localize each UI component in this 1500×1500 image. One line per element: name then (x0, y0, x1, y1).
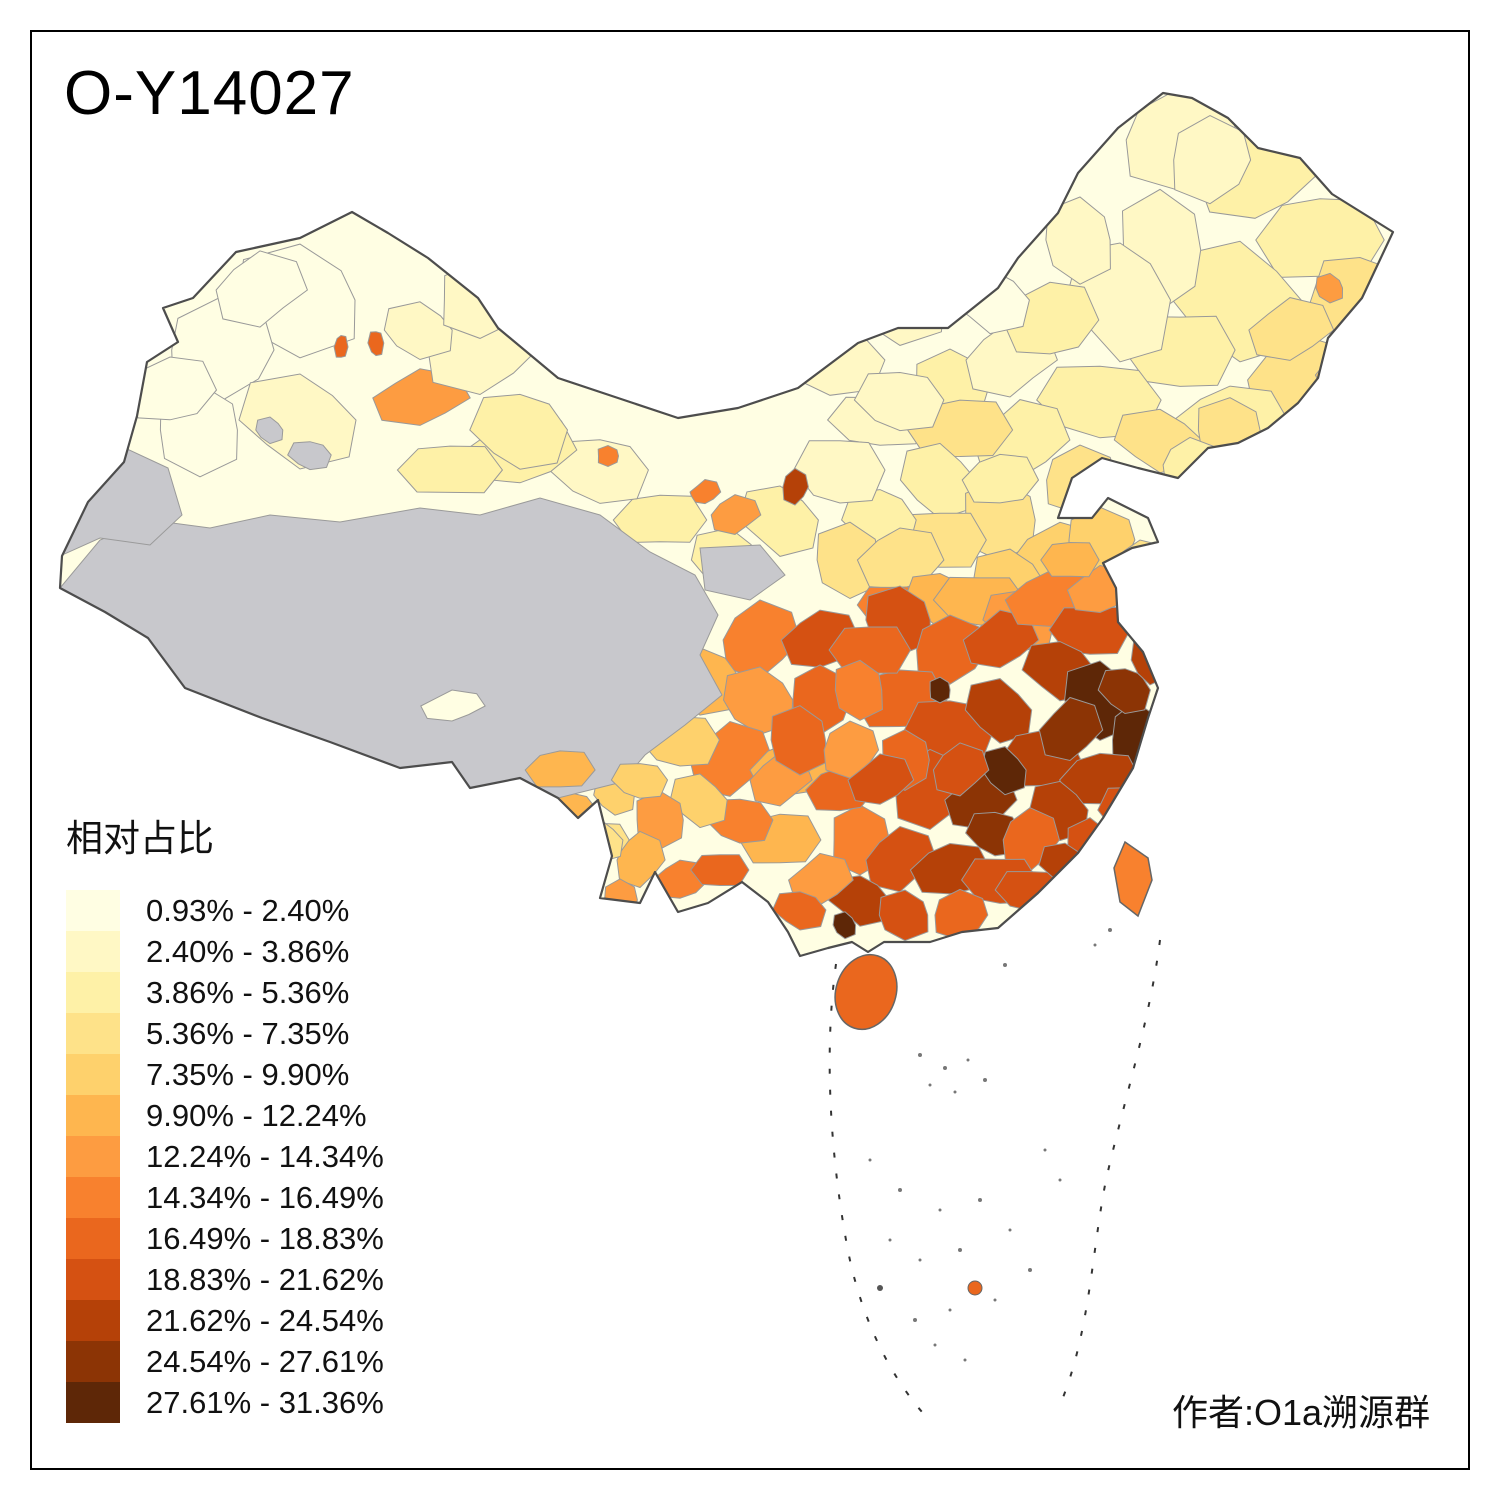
islet (877, 1285, 883, 1291)
no-data-region (60, 416, 786, 799)
legend-item: 24.54% - 27.61% (66, 1341, 384, 1382)
national-border (58, 91, 1395, 958)
legend-label: 0.93% - 2.40% (146, 892, 350, 928)
map-title: O-Y14027 (64, 59, 355, 128)
legend-label: 21.62% - 24.54% (146, 1302, 384, 1338)
legend-items: 0.93% - 2.40% 2.40% - 3.86% 3.86% - 5.36% 5… (66, 890, 384, 1423)
legend-item: 0.93% - 2.40% (66, 890, 384, 931)
legend-item: 18.83% - 21.62% (66, 1259, 384, 1300)
legend-item: 27.61% - 31.36% (66, 1382, 384, 1423)
legend-label: 12.24% - 14.34% (146, 1138, 384, 1174)
legend-label: 5.36% - 7.35% (146, 1015, 350, 1051)
legend-swatch (66, 890, 120, 931)
legend-label: 24.54% - 27.61% (146, 1343, 384, 1379)
legend-swatch (66, 1341, 120, 1382)
legend-label: 9.90% - 12.24% (146, 1097, 367, 1133)
legend-item: 16.49% - 18.83% (66, 1218, 384, 1259)
legend-item: 7.35% - 9.90% (66, 1054, 384, 1095)
colored-islet (967, 1280, 983, 1296)
attribution: 作者:O1a溯源群 (1171, 1392, 1430, 1433)
legend-label: 27.61% - 31.36% (146, 1384, 384, 1420)
legend-swatch (66, 1136, 120, 1177)
legend-item: 21.62% - 24.54% (66, 1300, 384, 1341)
legend-swatch (66, 1300, 120, 1341)
legend-label: 2.40% - 3.86% (146, 933, 350, 969)
legend-title: 相对占比 (66, 818, 214, 859)
legend-swatch (66, 1013, 120, 1054)
legend-label: 16.49% - 18.83% (146, 1220, 384, 1256)
taiwan-island (1113, 840, 1153, 918)
legend-item: 14.34% - 16.49% (66, 1177, 384, 1218)
hainan-island (834, 953, 898, 1031)
legend-label: 3.86% - 5.36% (146, 974, 350, 1010)
legend-swatch (66, 1095, 120, 1136)
legend-swatch (66, 1218, 120, 1259)
legend-swatch (66, 931, 120, 972)
legend-label: 7.35% - 9.90% (146, 1056, 350, 1092)
legend-swatch (66, 1177, 120, 1218)
legend-item: 5.36% - 7.35% (66, 1013, 384, 1054)
legend-swatch (66, 1382, 120, 1423)
south-china-sea-islands (868, 928, 1112, 1362)
legend-item: 12.24% - 14.34% (66, 1136, 384, 1177)
nine-dash-line (828, 939, 1161, 1413)
legend-swatch (66, 1259, 120, 1300)
legend-swatch (66, 1054, 120, 1095)
legend-label: 18.83% - 21.62% (146, 1261, 384, 1297)
legend-item: 3.86% - 5.36% (66, 972, 384, 1013)
legend-item: 2.40% - 3.86% (66, 931, 384, 972)
legend-swatch (66, 972, 120, 1013)
legend: 相对占比 0.93% - 2.40% 2.40% - 3.86% 3.86% - 5… (66, 808, 384, 1423)
legend-label: 14.34% - 16.49% (146, 1179, 384, 1215)
legend-item: 9.90% - 12.24% (66, 1095, 384, 1136)
